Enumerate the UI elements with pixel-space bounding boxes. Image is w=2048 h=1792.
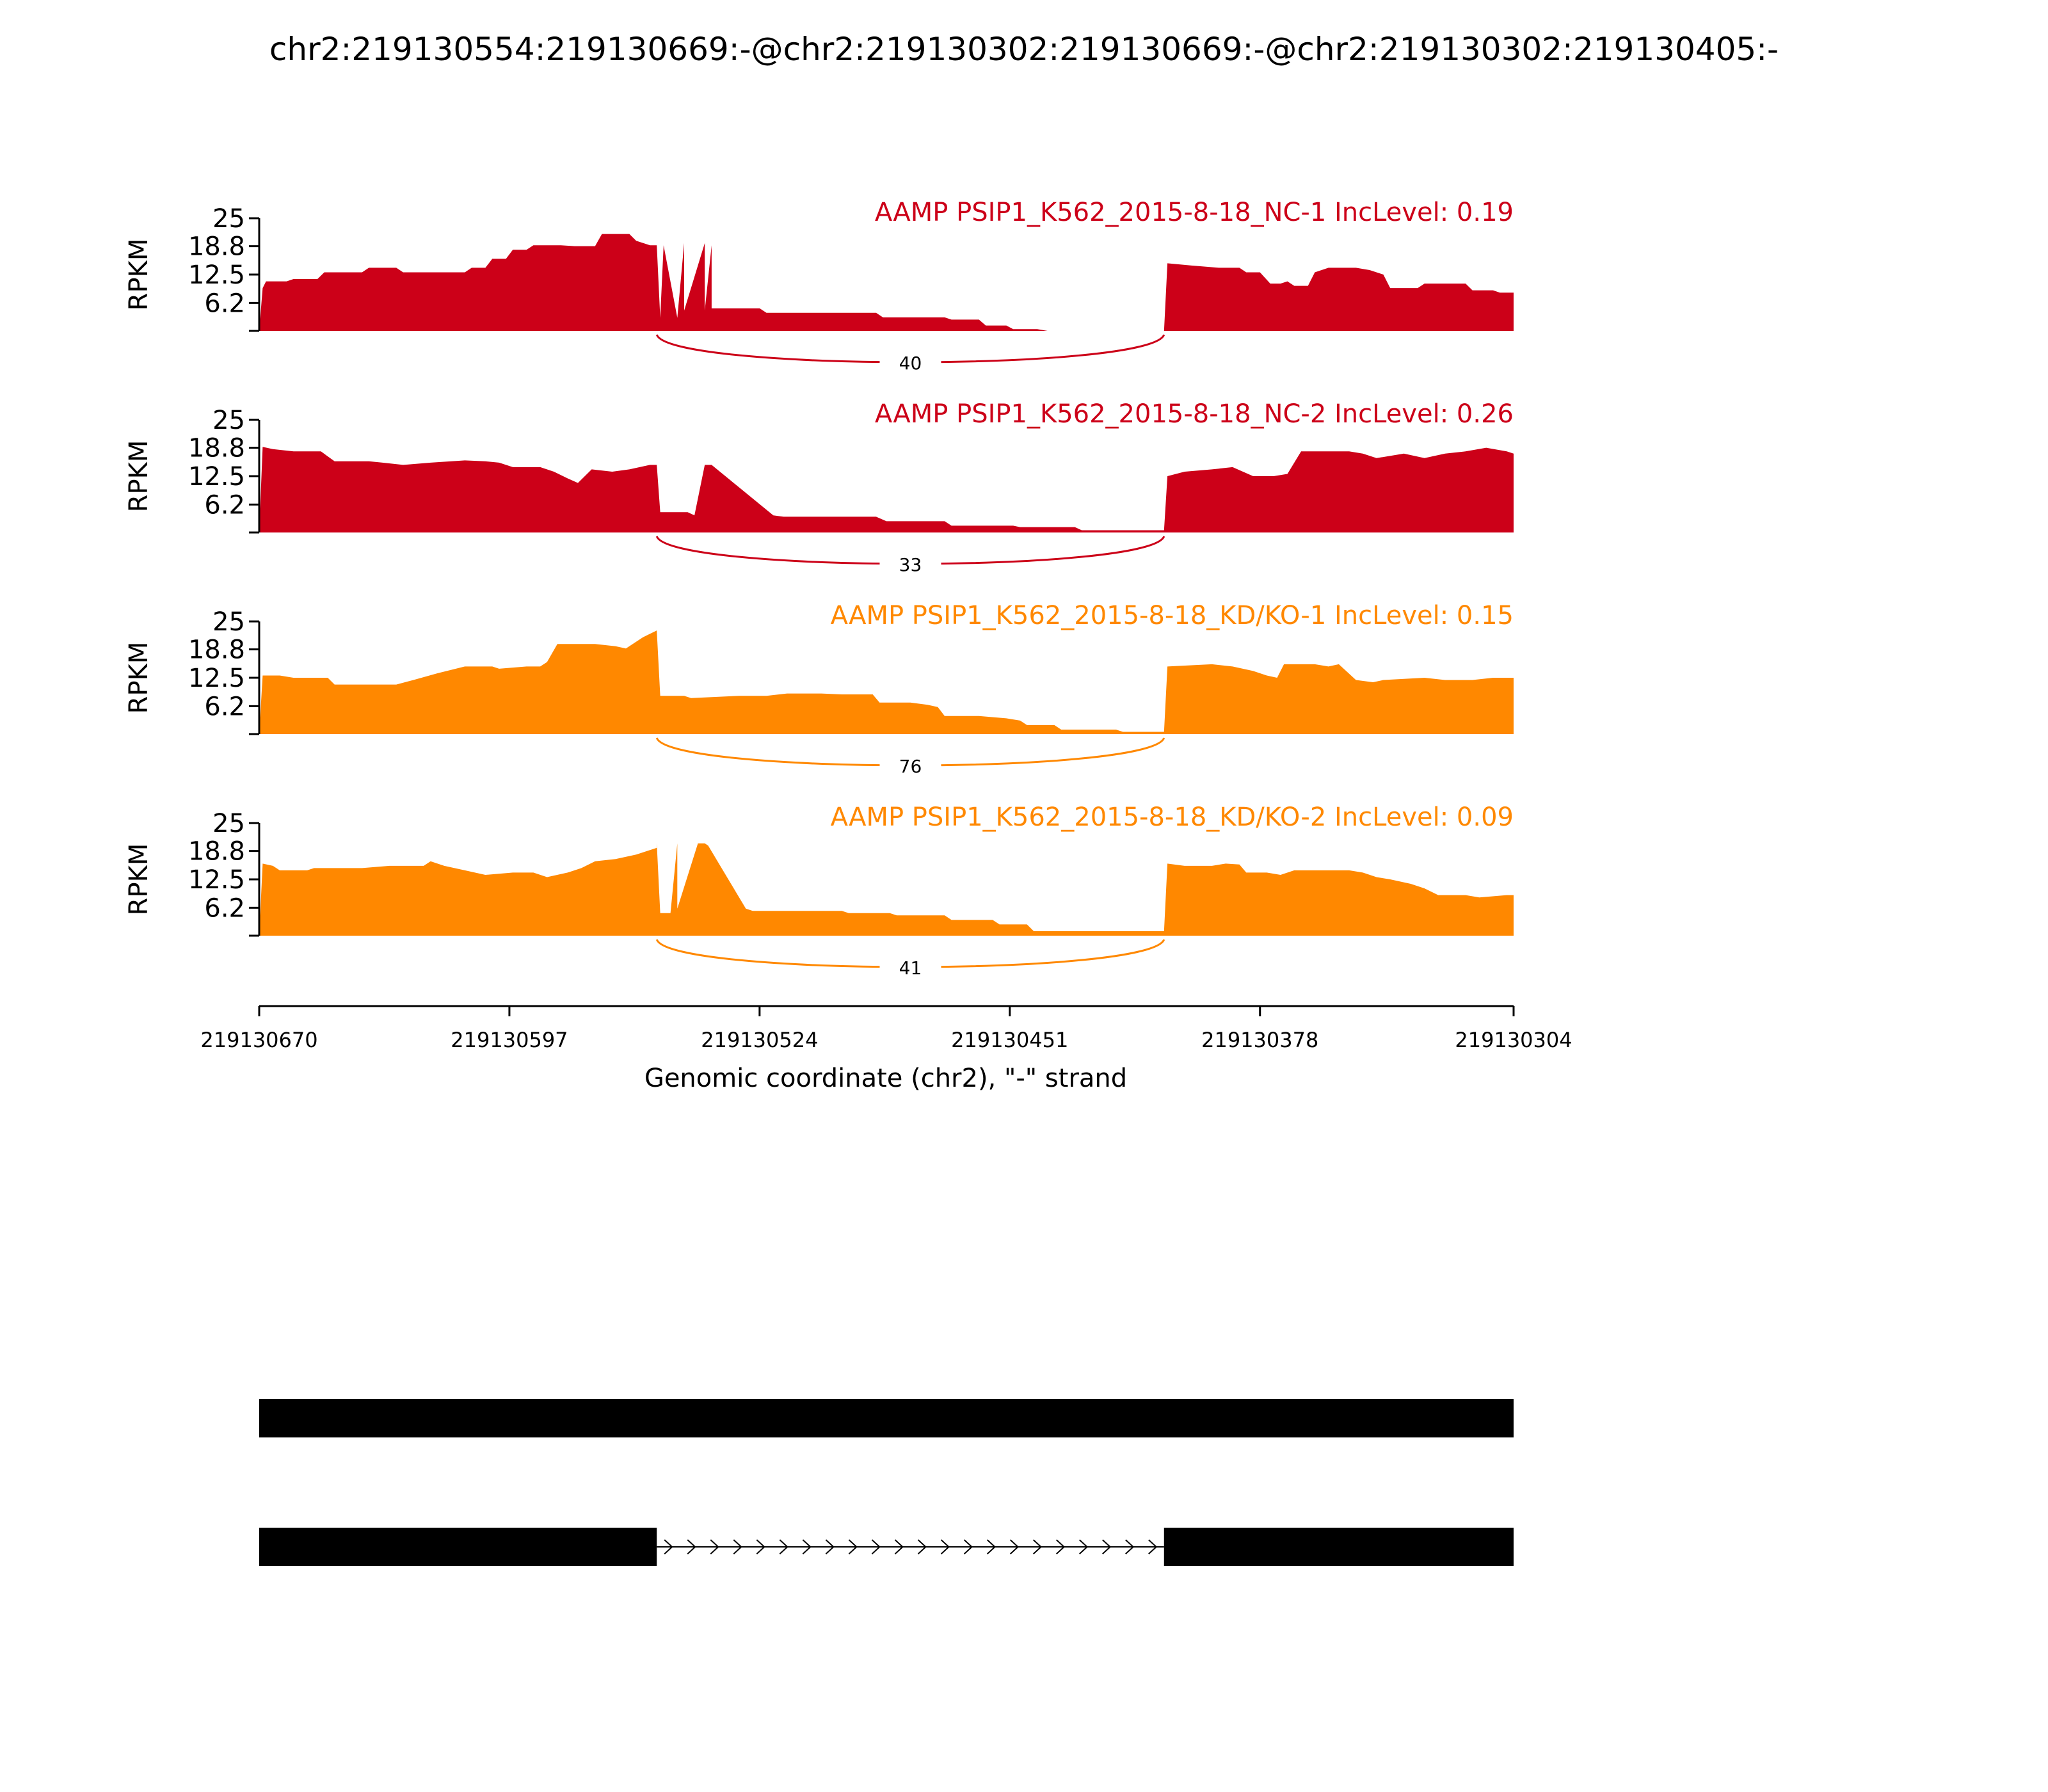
x-tick-label: 219130670 xyxy=(200,1028,317,1052)
y-axis-label: RPKM xyxy=(124,844,154,916)
strand-chevron xyxy=(1009,1539,1020,1555)
isoform-1 xyxy=(259,1399,1514,1437)
strand-chevron xyxy=(1032,1539,1043,1555)
x-tick-label: 219130304 xyxy=(1455,1028,1572,1052)
strand-chevron xyxy=(894,1539,904,1555)
x-tick-label: 219130597 xyxy=(451,1028,568,1052)
strand-chevron xyxy=(986,1539,996,1555)
exon-block xyxy=(1164,1528,1514,1566)
y-tick-label: 25 xyxy=(212,809,245,838)
x-tick-label: 219130451 xyxy=(951,1028,1068,1052)
track-label: AAMP PSIP1_K562_2015-8-18_NC-2 IncLevel:… xyxy=(875,399,1514,429)
y-tick-label: 6.2 xyxy=(204,289,245,318)
coverage-area xyxy=(259,630,1514,734)
y-tick-label: 6.2 xyxy=(204,490,245,520)
junction-count: 33 xyxy=(899,554,922,575)
y-tick-label: 25 xyxy=(212,406,245,435)
y-tick-label: 6.2 xyxy=(204,893,245,923)
strand-chevron xyxy=(1079,1539,1089,1555)
strand-chevron xyxy=(963,1539,973,1555)
strand-chevron xyxy=(1102,1539,1112,1555)
junction-label-bg xyxy=(879,350,941,374)
strand-chevron xyxy=(733,1539,742,1555)
coverage-area xyxy=(259,843,1514,936)
coverage-area xyxy=(259,234,1514,331)
junction-count: 41 xyxy=(899,957,922,979)
coverage-area xyxy=(259,447,1514,532)
strand-chevron xyxy=(1148,1539,1158,1555)
strand-chevron xyxy=(940,1539,950,1555)
junction-label-bg xyxy=(879,552,941,576)
strand-chevron xyxy=(848,1539,858,1555)
y-tick-label: 18.8 xyxy=(188,837,245,867)
y-tick-label: 25 xyxy=(212,607,245,637)
y-tick-label: 12.5 xyxy=(188,462,245,492)
x-tick-label: 219130378 xyxy=(1201,1028,1318,1052)
y-tick-label: 18.8 xyxy=(188,434,245,463)
junction-label-bg xyxy=(879,753,941,778)
strand-chevron xyxy=(871,1539,881,1555)
track-label: AAMP PSIP1_K562_2015-8-18_KD/KO-2 IncLev… xyxy=(831,803,1514,832)
strand-chevron xyxy=(917,1539,927,1555)
isoform-2 xyxy=(259,1528,1514,1566)
exon-block xyxy=(259,1528,657,1566)
page-title: chr2:219130554:219130669:-@chr2:21913030… xyxy=(269,31,1779,68)
y-tick-label: 12.5 xyxy=(188,865,245,895)
strand-chevron xyxy=(756,1539,765,1555)
y-tick-label: 18.8 xyxy=(188,636,245,665)
y-tick-label: 25 xyxy=(212,204,245,234)
strand-chevron xyxy=(687,1539,696,1555)
strand-chevron xyxy=(1125,1539,1135,1555)
y-axis-label: RPKM xyxy=(124,440,154,513)
strand-chevron xyxy=(802,1539,812,1555)
y-axis-label: RPKM xyxy=(124,642,154,714)
y-tick-label: 18.8 xyxy=(188,232,245,262)
junction-count: 40 xyxy=(899,353,922,374)
y-tick-label: 12.5 xyxy=(188,260,245,290)
strand-chevron xyxy=(710,1539,719,1555)
track-label: AAMP PSIP1_K562_2015-8-18_NC-1 IncLevel:… xyxy=(875,198,1514,227)
track-label: AAMP PSIP1_K562_2015-8-18_KD/KO-1 IncLev… xyxy=(831,601,1514,630)
y-tick-label: 6.2 xyxy=(204,692,245,721)
y-tick-label: 12.5 xyxy=(188,664,245,693)
x-axis-label: Genomic coordinate (chr2), "-" strand xyxy=(644,1064,1127,1093)
junction-count: 76 xyxy=(899,756,922,777)
gene-model xyxy=(259,1399,1514,1566)
strand-chevron xyxy=(664,1539,673,1555)
y-axis-label: RPKM xyxy=(124,239,154,311)
x-tick-label: 219130524 xyxy=(701,1028,818,1052)
strand-chevron xyxy=(825,1539,835,1555)
junction-label-bg xyxy=(879,955,941,979)
strand-chevron xyxy=(779,1539,788,1555)
strand-chevron xyxy=(1055,1539,1066,1555)
exon-block xyxy=(259,1399,1514,1437)
x-axis: 219130670 219130597 219130524 219130451 2191… xyxy=(200,1005,1572,1052)
